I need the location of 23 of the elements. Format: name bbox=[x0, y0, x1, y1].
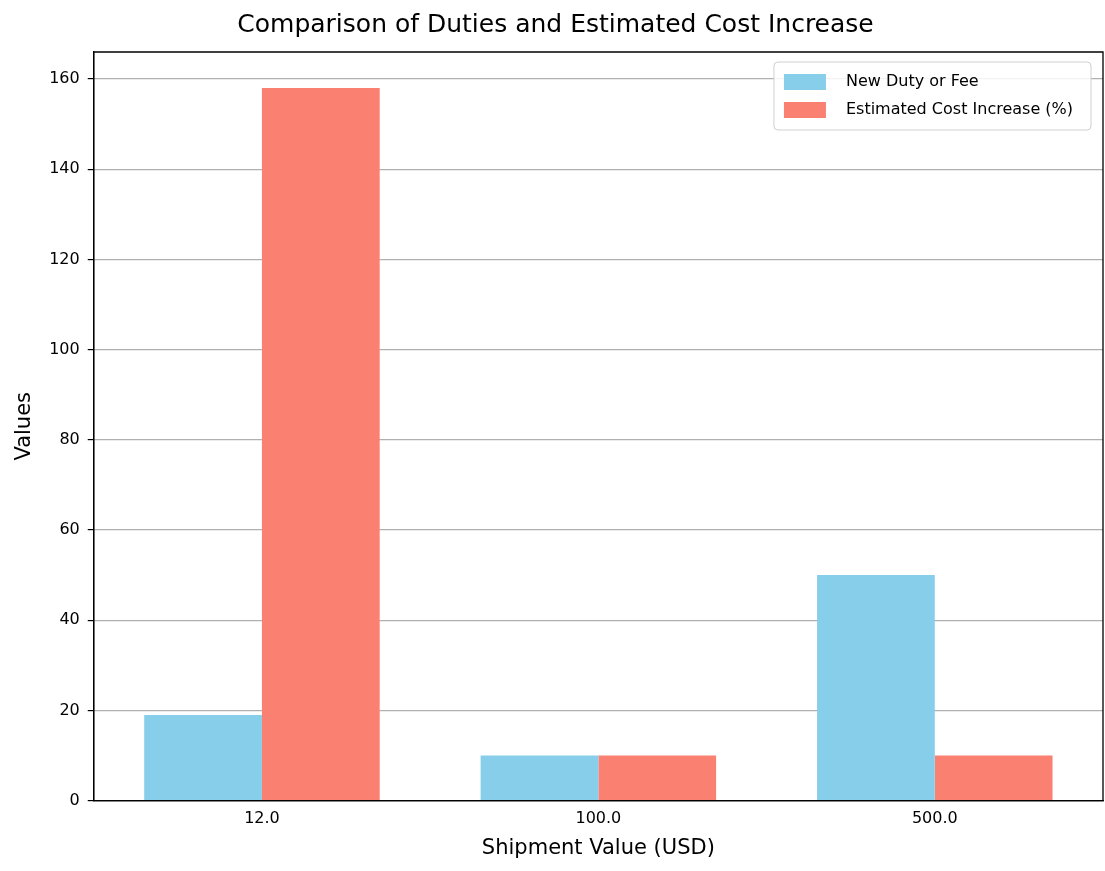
y-tick-label: 100 bbox=[49, 338, 80, 358]
bar bbox=[817, 575, 935, 800]
bar bbox=[144, 714, 262, 800]
y-tick-label: 160 bbox=[49, 68, 80, 88]
x-tick-label: 100.0 bbox=[575, 808, 622, 828]
y-tick-label: 80 bbox=[59, 428, 80, 448]
y-axis-title: Values bbox=[11, 392, 36, 461]
y-tick-label: 60 bbox=[59, 519, 80, 539]
y-tick-label: 20 bbox=[59, 699, 80, 719]
bar bbox=[598, 755, 717, 800]
bar bbox=[934, 755, 1053, 800]
legend-label: New Duty or Fee bbox=[845, 71, 979, 91]
x-axis-title: Shipment Value (USD) bbox=[481, 834, 715, 859]
bar bbox=[480, 755, 599, 800]
x-tick-label: 12.0 bbox=[244, 808, 280, 828]
bar bbox=[261, 88, 380, 800]
y-tick-label: 0 bbox=[69, 789, 80, 809]
y-tick-label: 140 bbox=[49, 158, 80, 178]
y-tick-label: 120 bbox=[49, 248, 80, 268]
x-tick-label: 500.0 bbox=[911, 808, 958, 828]
legend-label: Estimated Cost Increase (%) bbox=[845, 99, 1074, 119]
y-tick-label: 40 bbox=[59, 609, 80, 629]
chart-title: Comparison of Duties and Estimated Cost Increase bbox=[237, 8, 874, 38]
